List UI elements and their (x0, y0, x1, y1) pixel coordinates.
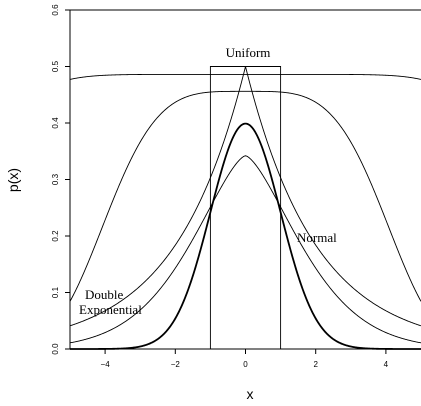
x-axis-title: x (247, 386, 254, 402)
annotation-exponential: Exponential (79, 302, 142, 317)
annotation-double: Double (85, 287, 124, 302)
y-tick-label: 0.4 (51, 117, 60, 129)
annotation-normal: Normal (297, 230, 337, 245)
series-generalized-normal (69, 90, 421, 302)
series-generalized-normal (69, 73, 421, 80)
series-normal (70, 122, 421, 350)
y-tick-label: 0.2 (51, 230, 60, 242)
curves (69, 66, 421, 350)
x-tick-label: −2 (171, 360, 181, 369)
x-tick-label: 2 (313, 360, 318, 369)
ticks: −4 −2 0 2 4 0.0 0.1 0.2 0.3 0.4 0.5 0.6 (51, 4, 389, 369)
series-generalized-normal (69, 155, 421, 344)
y-tick-label: 0.5 (51, 60, 60, 72)
labels: x p(x) Uniform Normal Double Exponential (5, 45, 337, 402)
y-tick-label: 0.6 (51, 4, 60, 16)
x-tick-label: −4 (101, 360, 111, 369)
x-tick-label: 0 (243, 360, 248, 369)
y-tick-label: 0.1 (51, 286, 60, 298)
y-axis-title: p(x) (5, 168, 21, 192)
series-double-exponential (69, 66, 421, 327)
y-tick-label: 0.0 (51, 343, 60, 355)
annotation-uniform: Uniform (226, 45, 271, 60)
y-tick-label: 0.3 (51, 173, 60, 185)
x-tick-label: 4 (384, 360, 389, 369)
